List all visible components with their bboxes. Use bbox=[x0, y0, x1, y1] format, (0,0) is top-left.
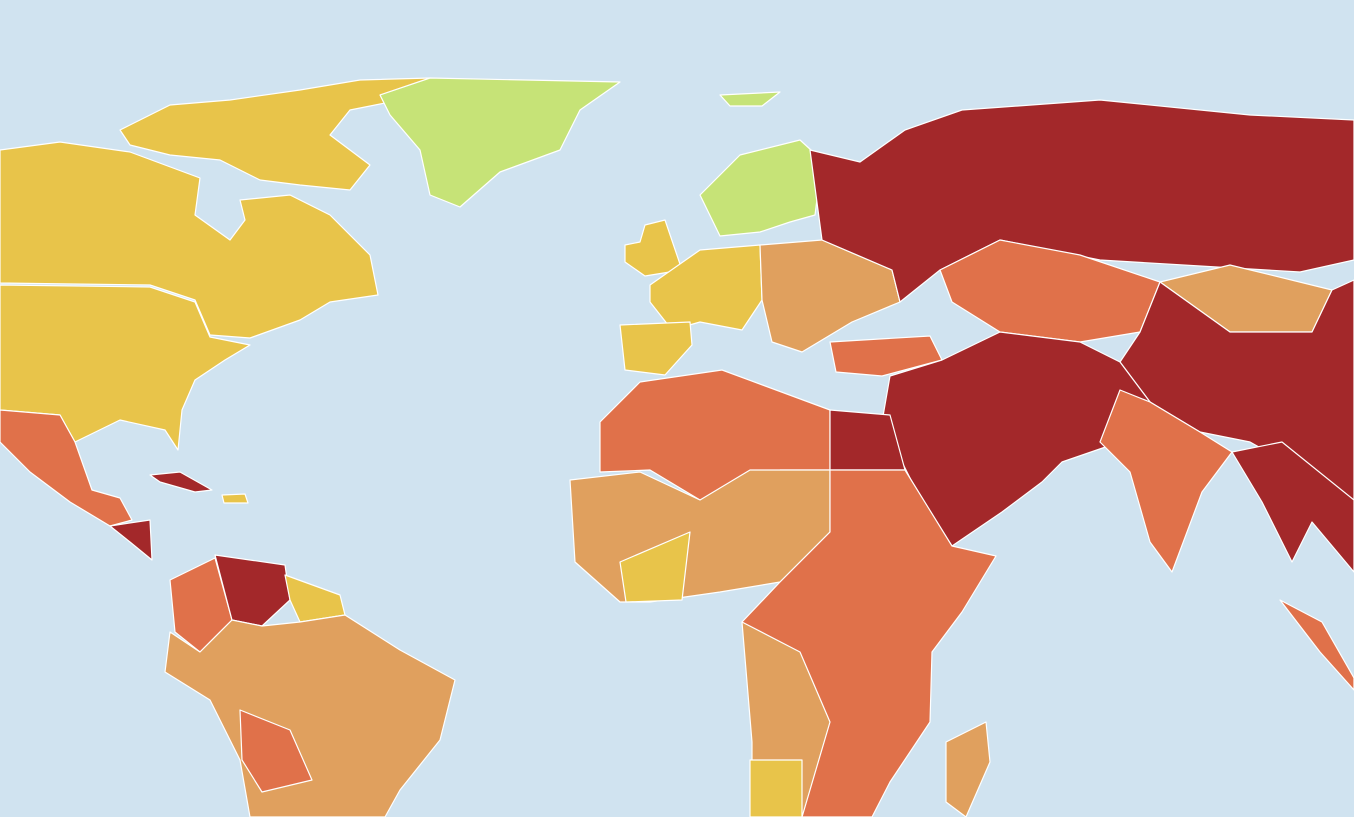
caribbean bbox=[221, 493, 249, 504]
namibia bbox=[749, 759, 803, 817]
arctic-islands bbox=[119, 77, 431, 191]
venezuela bbox=[214, 554, 291, 627]
southeast-asia bbox=[1231, 441, 1354, 573]
brazil bbox=[164, 614, 456, 817]
uk-ireland bbox=[624, 219, 683, 277]
mexico bbox=[0, 409, 133, 527]
india bbox=[1099, 389, 1233, 573]
scandinavia bbox=[699, 139, 823, 237]
turkey bbox=[829, 335, 943, 377]
russia bbox=[809, 99, 1354, 303]
cuba bbox=[149, 471, 213, 493]
canada bbox=[0, 141, 379, 339]
madagascar bbox=[945, 721, 991, 817]
greenland bbox=[379, 77, 621, 208]
gulf-coast bbox=[619, 531, 691, 603]
iberia bbox=[619, 321, 693, 376]
bolivia bbox=[239, 709, 313, 793]
iceland bbox=[719, 91, 781, 107]
central-america bbox=[109, 519, 153, 561]
indonesia bbox=[1279, 599, 1354, 691]
western-europe bbox=[649, 244, 763, 331]
